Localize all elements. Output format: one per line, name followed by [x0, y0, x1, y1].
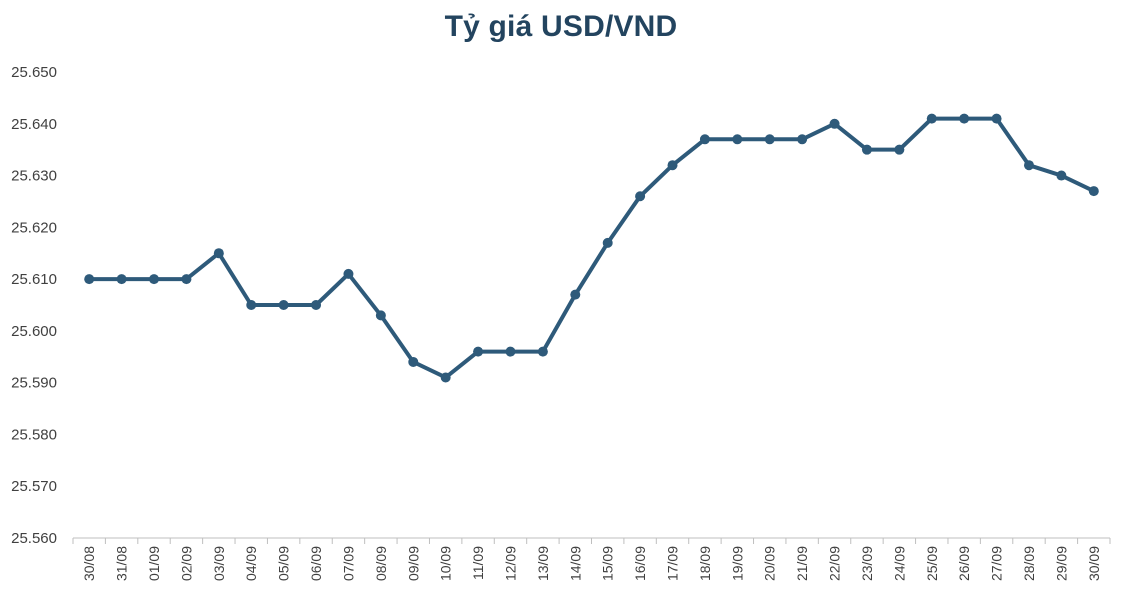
data-point	[991, 113, 1002, 124]
x-tick-label: 04/09	[243, 546, 259, 581]
x-tick-label: 18/09	[697, 546, 713, 581]
x-tick-label: 10/09	[438, 546, 454, 581]
x-tick-label: 22/09	[827, 546, 843, 581]
x-tick-label: 13/09	[535, 546, 551, 581]
y-tick-label: 25.640	[11, 116, 57, 133]
x-tick-label: 11/09	[470, 546, 486, 580]
data-point	[440, 372, 451, 383]
y-tick-label: 25.560	[11, 530, 57, 547]
y-tick-label: 25.620	[11, 219, 57, 236]
y-tick-label: 25.590	[11, 375, 57, 392]
data-point	[278, 300, 289, 310]
x-tick-label: 09/09	[405, 546, 421, 581]
x-axis: 30/08 31/08 01/09 02/09 03/09 04/09 05/09 06/09…	[72, 537, 1111, 581]
data-point	[149, 274, 160, 285]
x-tick-label: 25/09	[924, 546, 940, 581]
data-point	[570, 289, 581, 300]
data-point	[1088, 186, 1099, 197]
y-tick-label: 25.650	[11, 64, 57, 81]
series-usd-vnd	[84, 113, 1099, 383]
y-tick-label: 25.600	[11, 323, 57, 340]
x-tick-label: 30/09	[1086, 546, 1102, 581]
data-point	[894, 144, 905, 155]
data-point	[84, 274, 95, 285]
data-point	[213, 248, 224, 259]
series-line	[87, 116, 1096, 380]
y-tick-label: 25.610	[11, 271, 57, 288]
x-tick-label: 01/09	[146, 546, 162, 581]
x-tick-label: 23/09	[859, 546, 875, 581]
x-tick-label: 26/09	[956, 546, 972, 581]
x-tick-label: 20/09	[762, 546, 778, 581]
x-tick-label: 31/08	[114, 546, 130, 581]
data-point	[861, 144, 872, 155]
data-point	[926, 113, 937, 124]
x-tick-label: 29/09	[1053, 546, 1069, 581]
x-tick-label: 27/09	[989, 546, 1005, 581]
y-tick-label: 25.580	[11, 426, 57, 443]
data-point	[473, 346, 484, 357]
data-point	[537, 346, 548, 357]
x-tick-label: 16/09	[632, 546, 648, 581]
x-tick-label: 12/09	[502, 546, 518, 581]
data-point	[699, 134, 710, 145]
data-point	[635, 191, 646, 202]
x-tick-label: 03/09	[211, 546, 227, 581]
data-point	[1023, 160, 1034, 171]
data-point	[246, 300, 257, 310]
data-point	[375, 310, 386, 321]
data-point	[829, 118, 840, 129]
x-tick-label: 08/09	[373, 546, 389, 581]
x-tick-label: 17/09	[665, 546, 681, 581]
data-point	[1056, 170, 1067, 181]
x-tick-label: 21/09	[794, 546, 810, 581]
x-tick-label: 19/09	[729, 546, 745, 581]
data-point	[408, 356, 419, 367]
data-point	[732, 134, 743, 145]
x-tick-label: 02/09	[178, 546, 194, 581]
data-point	[602, 237, 613, 248]
x-tick-label: 14/09	[567, 546, 583, 581]
y-tick-label: 25.570	[11, 478, 57, 495]
data-point	[764, 134, 775, 145]
x-tick-label: 06/09	[308, 546, 324, 581]
data-point	[505, 346, 516, 357]
data-point	[959, 113, 970, 124]
data-point	[116, 274, 127, 285]
chart-title: Tỷ giá USD/VND	[444, 10, 678, 43]
x-tick-label: 15/09	[600, 546, 616, 581]
x-tick-label: 28/09	[1021, 546, 1037, 581]
x-tick-label: 05/09	[276, 546, 292, 581]
data-point	[311, 300, 322, 310]
y-axis: 25.560 25.570 25.580 25.590 25.600 25.610 25.6…	[11, 64, 57, 547]
data-point	[797, 134, 808, 145]
data-point	[667, 160, 678, 171]
data-point	[343, 268, 354, 279]
x-tick-label: 07/09	[340, 546, 356, 581]
x-tick-label: 30/08	[81, 546, 97, 581]
y-tick-label: 25.630	[11, 168, 57, 185]
x-tick-label: 24/09	[891, 546, 907, 581]
data-point	[181, 274, 192, 285]
